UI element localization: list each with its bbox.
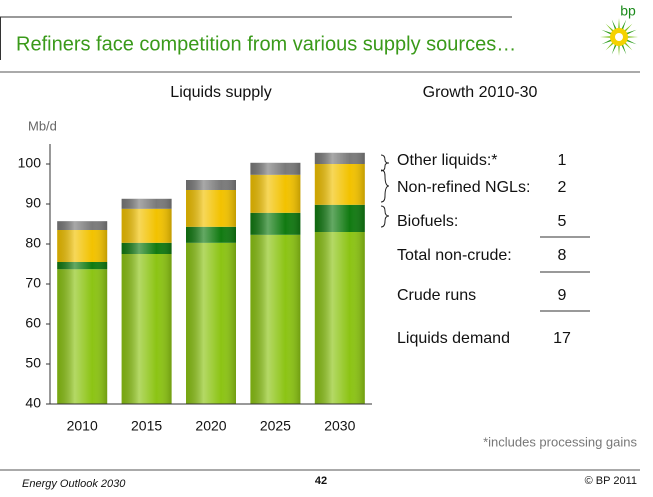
row-value: 1 (558, 152, 567, 169)
x-tick-label: 2030 (324, 418, 355, 434)
bar-shine (186, 242, 236, 404)
logo-petal (617, 42, 621, 56)
row-value: 2 (558, 179, 567, 196)
bar-shine (314, 204, 365, 232)
row-value: 5 (558, 213, 567, 230)
bar-shine (186, 226, 236, 243)
row-label: Total non-crude: (397, 247, 512, 264)
row-label: Non-refined NGLs: (397, 179, 530, 196)
brace (380, 169, 390, 203)
bar-shine (186, 180, 236, 190)
row-label: Liquids demand (397, 330, 510, 347)
y-tick-label: 40 (25, 395, 41, 411)
footer-right: © BP 2011 (585, 475, 637, 487)
row-label: Other liquids:* (397, 152, 498, 169)
row-label: Biofuels: (397, 213, 458, 230)
logo (600, 18, 638, 56)
bar-shine (121, 242, 172, 254)
y-tick-label: 90 (25, 195, 41, 211)
y-tick-label: 80 (25, 235, 41, 251)
bar-shine (314, 164, 365, 205)
x-tick-label: 2015 (131, 418, 162, 434)
brace (380, 205, 390, 228)
bar-shine (250, 174, 301, 213)
footer-left: Energy Outlook 2030 (22, 478, 126, 490)
slide-title: Refiners face competition from various s… (16, 33, 516, 55)
page-number: 42 (315, 475, 327, 487)
bar-shine (314, 152, 365, 164)
bar-shine (121, 254, 172, 404)
y-tick-label: 60 (25, 315, 41, 331)
row-value: 9 (558, 287, 567, 304)
footnote: *includes processing gains (483, 434, 637, 449)
y-axis-label: Mb/d (28, 118, 57, 133)
row-label: Crude runs (397, 287, 476, 304)
growth-title: Growth 2010-30 (423, 84, 538, 101)
bar-shine (186, 190, 236, 227)
logo-petal (624, 35, 638, 39)
row-value: 8 (558, 247, 567, 264)
bar-shine (250, 162, 301, 175)
x-tick-label: 2025 (260, 418, 291, 434)
x-tick-label: 2010 (67, 418, 98, 434)
y-tick-label: 50 (25, 355, 41, 371)
bar-shine (57, 262, 108, 270)
bar-shine (121, 208, 172, 243)
logo-text: bp (620, 3, 636, 19)
bar-shine (314, 232, 365, 404)
bar-shine (57, 269, 108, 404)
bar-shine (250, 212, 301, 235)
chart-title: Liquids supply (170, 84, 271, 101)
growth-table: Other liquids:* 1 Non-refined NGLs: 2 Biofue… (397, 152, 571, 347)
bar-shine (57, 221, 108, 230)
y-tick-label: 70 (25, 275, 41, 291)
bar-shine (57, 230, 108, 262)
brace (380, 154, 390, 172)
bar-shine (121, 198, 172, 209)
logo-petal (600, 35, 614, 39)
plot: 40 50 60 70 80 90 100 2010 2015 2020 2025 2030 (18, 144, 372, 434)
row-value: 17 (553, 330, 571, 347)
logo-core (615, 33, 623, 41)
y-tick-label: 100 (18, 155, 42, 171)
bar-shine (250, 234, 301, 404)
x-tick-label: 2020 (195, 418, 226, 434)
logo-petal (617, 18, 621, 32)
